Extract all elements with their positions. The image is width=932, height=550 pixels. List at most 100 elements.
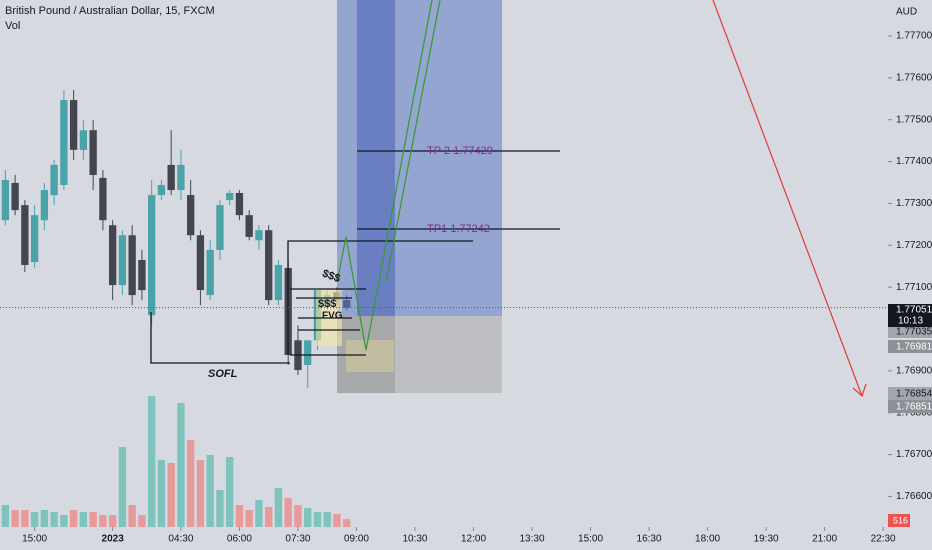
volume-bar xyxy=(21,510,29,527)
candle-body xyxy=(89,130,97,175)
candle-body xyxy=(216,205,224,250)
volume-bar xyxy=(60,515,68,527)
candle-body xyxy=(60,100,68,186)
candle-body xyxy=(128,235,136,296)
x-tick-label: 22:30 xyxy=(871,534,896,545)
last-price: 1.77051 xyxy=(896,305,932,316)
price-badge xyxy=(888,340,932,353)
candle-body xyxy=(167,164,175,191)
candle-body xyxy=(118,235,127,286)
projection-line xyxy=(336,0,433,351)
candle-body xyxy=(148,195,156,316)
volume-bar xyxy=(30,512,39,527)
volume-bar xyxy=(196,460,205,527)
price-badge xyxy=(888,326,932,338)
volume-bar xyxy=(187,440,195,527)
candle-body xyxy=(235,192,244,216)
volume-bar xyxy=(1,505,10,527)
volume-bar xyxy=(89,512,97,527)
price-axis xyxy=(888,0,932,550)
x-tick-label: 16:30 xyxy=(637,534,662,545)
volume-bar xyxy=(11,510,19,527)
volume-bar xyxy=(343,519,351,527)
volume-bar xyxy=(79,512,88,527)
volume-bar xyxy=(40,510,49,527)
candle-body xyxy=(304,340,312,366)
volume-bar xyxy=(294,505,302,527)
volume-bar xyxy=(69,510,78,527)
candle-body xyxy=(69,100,78,150)
projection-line xyxy=(385,0,441,283)
x-tick-label: 2023 xyxy=(102,534,125,545)
candle-body xyxy=(265,230,273,301)
volume-bar xyxy=(216,490,224,527)
volume-bar xyxy=(108,515,117,527)
volume-bar xyxy=(167,463,175,527)
x-tick-label: 10:30 xyxy=(402,534,427,545)
volume-bar xyxy=(177,403,185,527)
volume-bar xyxy=(245,510,253,527)
candle-body xyxy=(138,259,146,291)
fvg-box xyxy=(346,340,394,372)
volume-bar xyxy=(235,505,244,527)
sofl-label: SOFL xyxy=(208,368,238,380)
liquidity-label: $$$ xyxy=(320,268,341,286)
x-tick-label: 15:00 xyxy=(22,534,47,545)
volume-bar xyxy=(284,498,292,527)
x-tick-label: 06:00 xyxy=(227,534,252,545)
x-tick-label: 21:00 xyxy=(812,534,837,545)
candle-body xyxy=(108,225,117,286)
volume-bar xyxy=(304,508,312,527)
price-badge-label: 1.76851 xyxy=(896,402,932,413)
volume-bar xyxy=(206,455,214,527)
liquidity-label: $$$ xyxy=(318,298,336,310)
y-tick-label: 1.77400 xyxy=(896,156,932,167)
y-tick-label: 1.77600 xyxy=(896,72,932,83)
candle-body xyxy=(157,185,166,196)
x-tick-label: 19:30 xyxy=(754,534,779,545)
candle-body xyxy=(245,215,253,237)
candle-body xyxy=(177,164,185,191)
volume-bar xyxy=(118,447,127,527)
candle-body xyxy=(40,190,49,221)
candle-body xyxy=(226,192,234,201)
volume-bar xyxy=(99,515,107,527)
candle-body xyxy=(1,179,10,221)
tp1-label: TP1 1.77242 xyxy=(427,223,490,235)
candle-body xyxy=(187,195,195,236)
price-badge xyxy=(888,400,932,413)
y-tick-label: 1.77100 xyxy=(896,282,932,293)
volume-badge xyxy=(888,514,910,527)
volume-badge-label: 516 xyxy=(893,515,908,525)
candle-body xyxy=(274,264,283,301)
volume-bar xyxy=(333,514,341,527)
currency: AUD xyxy=(896,7,917,18)
last-price-badge xyxy=(888,304,932,327)
sofl-line xyxy=(150,312,290,364)
countdown: 10:13 xyxy=(898,316,923,327)
arrow-line xyxy=(712,0,863,397)
drawings xyxy=(150,150,560,364)
candle-body xyxy=(50,164,58,196)
x-tick-label: 07:30 xyxy=(285,534,310,545)
volume-bar xyxy=(313,512,322,527)
x-tick-label: 13:30 xyxy=(520,534,545,545)
volume-bar xyxy=(323,512,331,527)
x-tick-label: 09:00 xyxy=(344,534,369,545)
volume-bar xyxy=(50,512,58,527)
volume-bar xyxy=(265,507,273,527)
volume-bar xyxy=(255,500,263,527)
volume-bar xyxy=(157,460,166,527)
y-tick-label: 1.77700 xyxy=(896,31,932,42)
y-tick-label: 1.77200 xyxy=(896,240,932,251)
tp2-label: TP 2 1.77429 xyxy=(427,145,493,157)
candle-body xyxy=(30,215,39,263)
price-badge-label: 1.77035 xyxy=(896,327,932,338)
y-tick-label: 1.77300 xyxy=(896,198,932,209)
x-tick-label: 18:00 xyxy=(695,534,720,545)
volume-bar xyxy=(128,505,136,527)
candle-body xyxy=(21,205,29,265)
candle-body xyxy=(196,235,205,291)
time-axis xyxy=(0,527,888,550)
